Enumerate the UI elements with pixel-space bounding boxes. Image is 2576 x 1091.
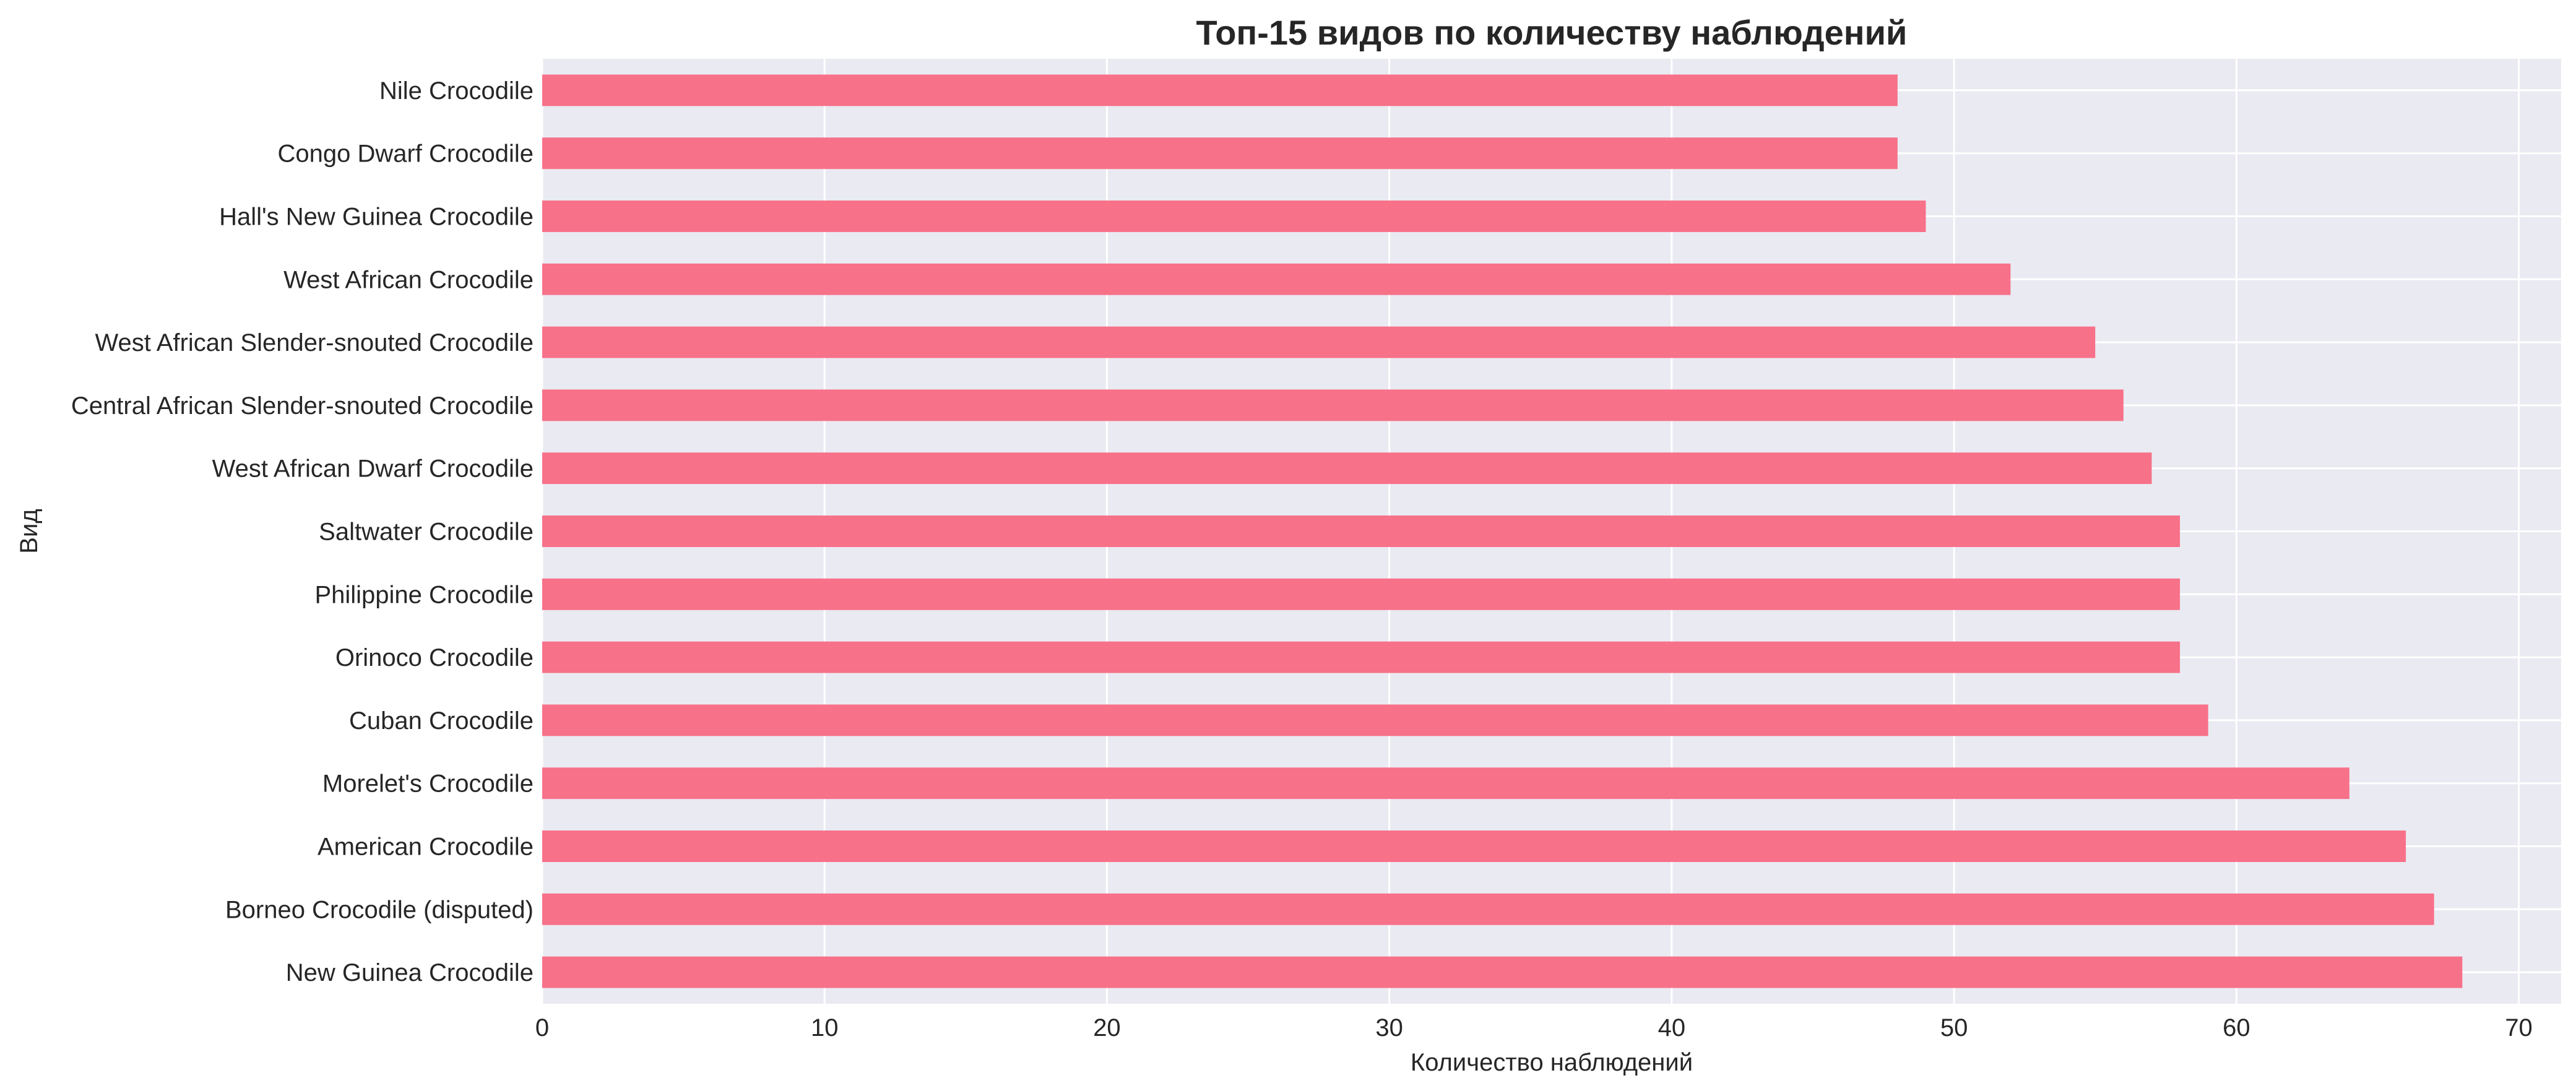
bar xyxy=(542,263,2011,295)
category-label: Hall's New Guinea Crocodile xyxy=(219,204,534,231)
bar xyxy=(542,767,2349,800)
category-label: Congo Dwarf Crocodile xyxy=(277,140,534,168)
category-label: West African Slender-snouted Crocodile xyxy=(95,329,534,356)
bar xyxy=(542,74,1898,106)
bar xyxy=(542,201,1926,232)
bar xyxy=(542,452,2152,485)
x-tick-label: 70 xyxy=(2505,1014,2533,1041)
x-tick-labels: 0 10 20 30 40 50 60 70 xyxy=(535,1014,2533,1041)
bar xyxy=(542,704,2208,736)
x-tick-label: 10 xyxy=(811,1014,839,1041)
x-axis-label: Количество наблюдений xyxy=(1411,1049,1693,1076)
category-label: Philippine Crocodile xyxy=(314,581,534,608)
x-tick-label: 30 xyxy=(1375,1014,1403,1041)
category-label: Central African Slender-snouted Crocodil… xyxy=(71,392,534,420)
bar xyxy=(542,893,2434,925)
category-label: Borneo Crocodile (disputed) xyxy=(225,896,534,923)
bar xyxy=(542,137,1898,170)
x-tick-label: 60 xyxy=(2223,1014,2250,1041)
x-tick-label: 20 xyxy=(1093,1014,1121,1041)
bar xyxy=(542,578,2181,610)
bar xyxy=(542,515,2181,547)
category-label: Cuban Crocodile xyxy=(349,707,534,735)
category-label: Orinoco Crocodile xyxy=(335,644,534,671)
category-label: Saltwater Crocodile xyxy=(319,519,534,546)
x-tick-label: 40 xyxy=(1658,1014,1686,1041)
bar xyxy=(542,956,2463,988)
category-labels: Nile Crocodile Congo Dwarf Crocodile Hall'… xyxy=(71,77,534,986)
bar xyxy=(542,326,2096,358)
x-tick-label: 50 xyxy=(1940,1014,1968,1041)
category-label: West African Dwarf Crocodile xyxy=(212,455,534,483)
bars xyxy=(542,74,2463,988)
bar xyxy=(542,830,2406,862)
category-label: American Crocodile xyxy=(318,834,534,861)
x-tick-label: 0 xyxy=(535,1014,549,1041)
bar xyxy=(542,389,2124,421)
category-label: West African Crocodile xyxy=(283,266,534,293)
category-label: Morelet's Crocodile xyxy=(322,770,534,798)
category-label: New Guinea Crocodile xyxy=(286,959,534,986)
y-axis-label: Вид xyxy=(15,509,43,553)
bar xyxy=(542,641,2181,673)
chart-title: Топ-15 видов по количеству наблюдений xyxy=(1196,13,1908,52)
category-label: Nile Crocodile xyxy=(379,77,534,105)
